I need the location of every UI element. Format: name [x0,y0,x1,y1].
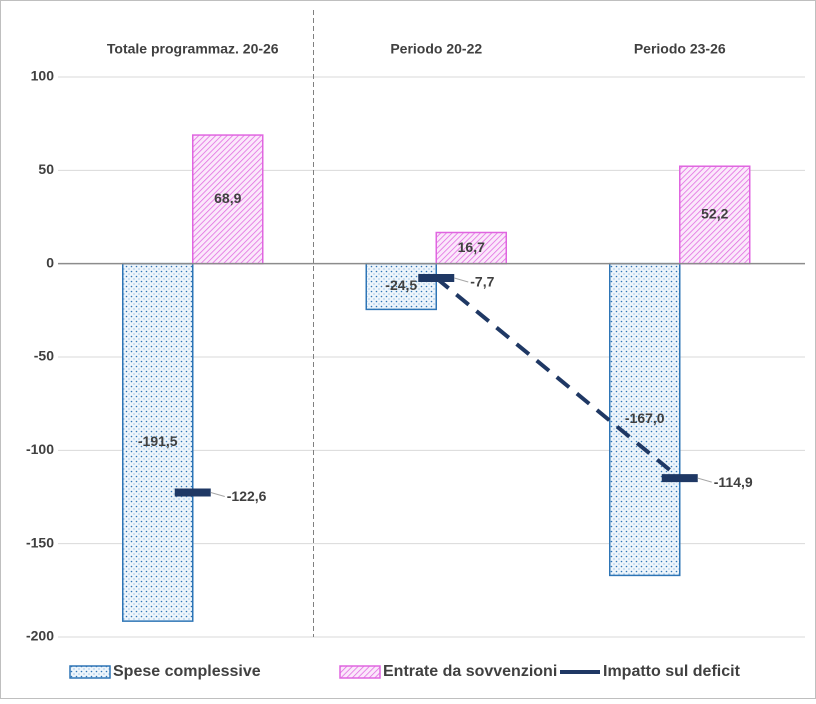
bar [365,262,437,311]
legend-swatch [69,665,111,679]
legend-label: Spese complessive [113,663,261,680]
data-label: 16,7 [458,239,485,255]
y-tick-label: -100 [26,441,54,457]
y-tick-label: -50 [34,348,54,364]
category-label: Totale programmaz. 20-26 [107,41,279,57]
category-label: Periodo 23-26 [634,41,726,57]
leader-line [210,492,225,498]
data-label: -191,5 [138,433,178,449]
y-tick-label: -150 [26,534,54,550]
data-label: -167,0 [625,410,665,426]
bar [192,134,264,265]
legend-label: Entrate da sovvenzioni [383,663,557,680]
data-label: -122,6 [227,488,267,504]
leader-line [697,477,712,483]
data-label: -7,7 [470,274,494,290]
legend-label: Impatto sul deficit [603,663,741,680]
y-tick-label: 100 [31,68,55,84]
y-tick-label: 50 [38,161,54,177]
bar [122,262,194,622]
legend-swatch [339,665,381,679]
data-label: 68,9 [214,190,241,206]
y-tick-label: 0 [46,254,54,270]
data-label: -114,9 [714,474,753,490]
category-label: Periodo 20-22 [390,41,482,57]
leader-line [454,277,469,283]
data-label: -24,5 [385,277,417,293]
bar [435,231,507,265]
y-tick-label: -200 [26,628,54,644]
data-label: 52,2 [701,206,728,222]
bar [679,165,751,265]
line-series [434,276,682,480]
